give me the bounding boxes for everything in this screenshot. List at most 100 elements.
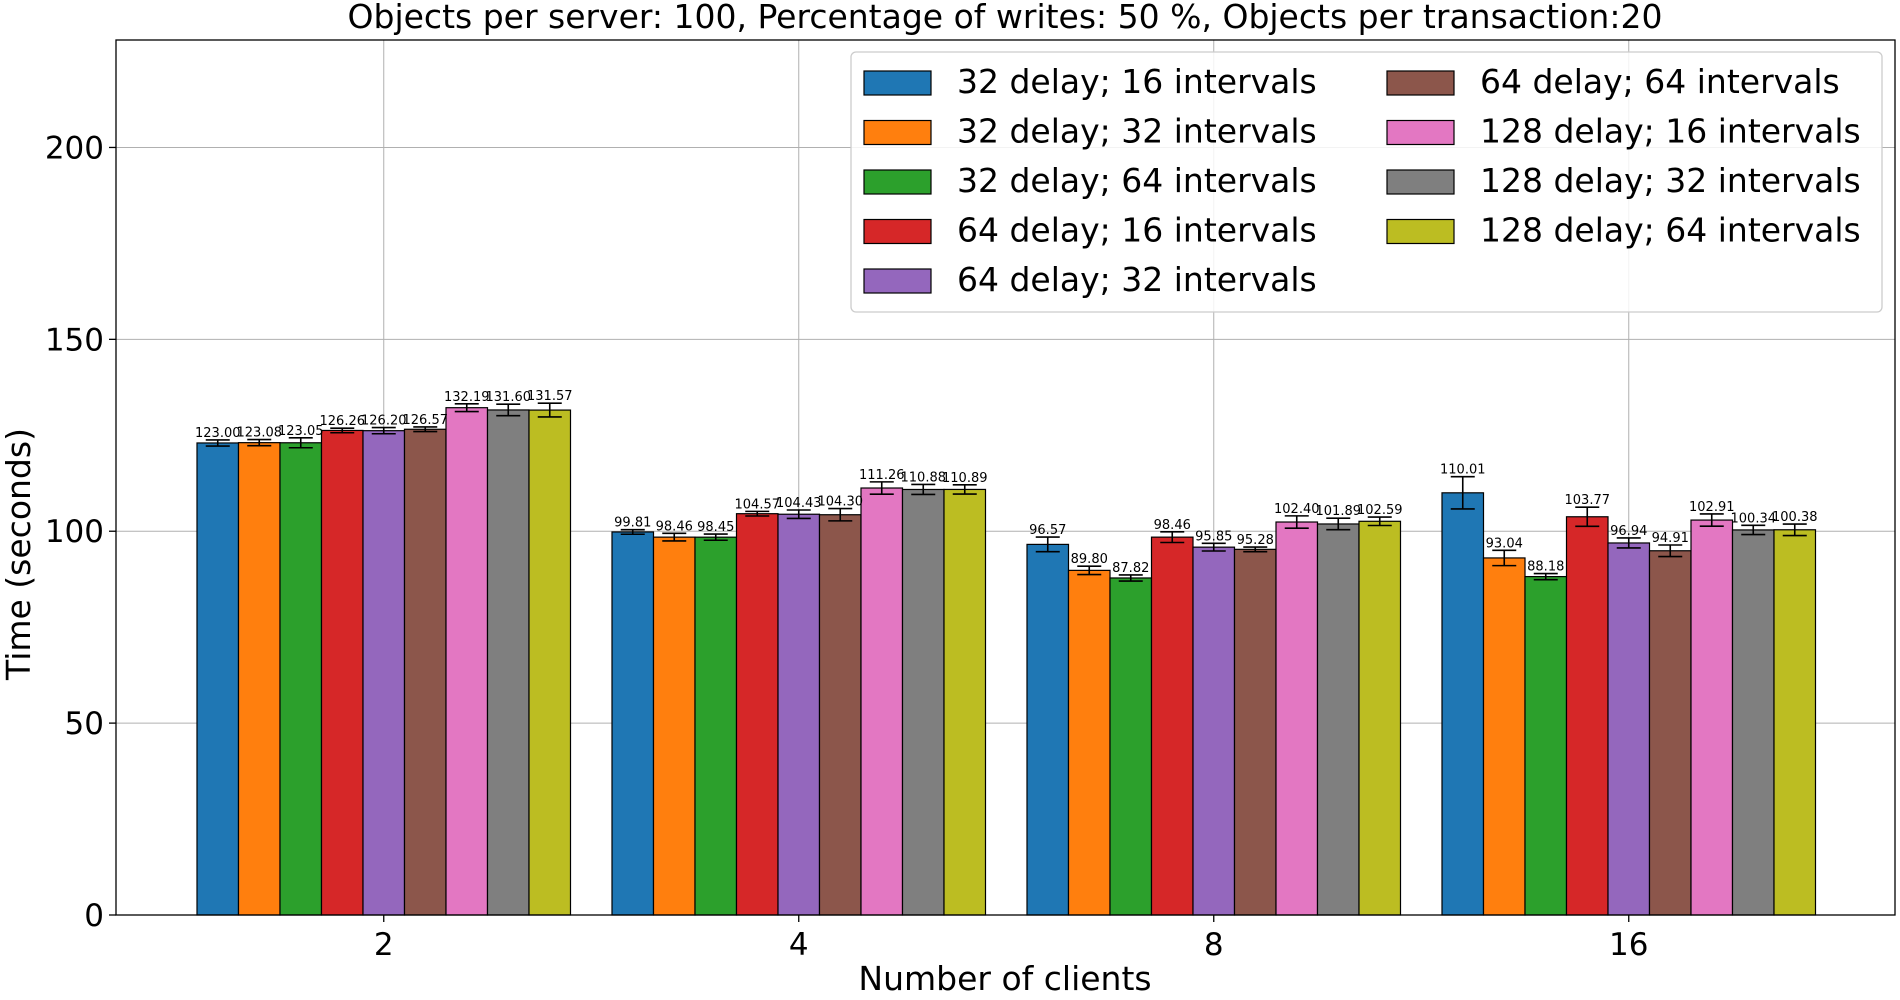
bar-value-label: 96.94 xyxy=(1610,524,1647,539)
bar-value-label: 98.46 xyxy=(656,519,693,534)
bar-value-label: 94.91 xyxy=(1652,531,1689,546)
bar xyxy=(1524,575,1568,916)
bar xyxy=(1482,557,1526,916)
bar-value-label: 103.77 xyxy=(1565,493,1611,508)
bar xyxy=(403,428,447,916)
bar-value-label: 96.57 xyxy=(1029,523,1066,538)
bar xyxy=(1358,520,1402,916)
bar xyxy=(818,514,862,916)
x-tick-label: 2 xyxy=(374,927,394,963)
bar xyxy=(1565,516,1609,916)
legend-label: 32 delay; 32 intervals xyxy=(957,112,1317,151)
bar xyxy=(860,487,904,916)
bar xyxy=(1192,546,1236,916)
bar-value-label: 131.57 xyxy=(527,389,573,404)
bar-value-label: 110.89 xyxy=(942,471,988,486)
bar-value-label: 131.60 xyxy=(486,390,532,405)
bar-value-label: 102.40 xyxy=(1274,502,1320,517)
y-axis-ticks: 0 50 100 150 200 xyxy=(45,130,116,934)
legend-label: 128 delay; 32 intervals xyxy=(1480,161,1861,200)
legend-swatch xyxy=(863,218,932,245)
bar-value-label: 123.05 xyxy=(278,424,324,439)
legend-label: 64 delay; 32 intervals xyxy=(957,260,1317,299)
bar-value-label: 98.45 xyxy=(697,520,734,535)
bar xyxy=(1233,548,1277,916)
y-axis-label: Time (seconds) xyxy=(0,428,38,681)
y-tick-label: 50 xyxy=(65,706,104,742)
data-labels: 123.00 99.81 96.57 110.01 123.08 98.46 89.80 93… xyxy=(195,389,1818,576)
bar-value-label: 126.57 xyxy=(403,413,449,428)
bar-value-label: 102.59 xyxy=(1357,503,1403,518)
legend-label: 128 delay; 64 intervals xyxy=(1480,211,1861,250)
bar-value-label: 87.82 xyxy=(1112,561,1149,576)
legend-label: 128 delay; 16 intervals xyxy=(1480,112,1861,151)
plot-frame xyxy=(115,39,1896,916)
chart-title: Objects per server: 100, Percentage of w… xyxy=(348,0,1663,36)
bar xyxy=(279,442,323,916)
bar xyxy=(1067,569,1111,916)
bar-value-label: 98.46 xyxy=(1154,518,1191,533)
legend-swatch xyxy=(863,268,932,294)
bar-value-label: 123.00 xyxy=(195,426,241,441)
bar-value-label: 99.81 xyxy=(614,516,651,531)
bar-value-label: 101.89 xyxy=(1316,504,1362,519)
legend-label: 64 delay; 16 intervals xyxy=(957,211,1317,250)
bar-value-label: 104.57 xyxy=(735,497,781,512)
bar xyxy=(1648,550,1692,916)
legend: 32 delay; 16 intervals 32 delay; 32 inter… xyxy=(850,51,1883,313)
bar xyxy=(1026,543,1070,916)
bar-value-label: 100.34 xyxy=(1731,511,1777,526)
x-tick-label: 8 xyxy=(1204,927,1224,963)
legend-swatch xyxy=(863,169,932,195)
bar xyxy=(196,442,240,916)
bar-value-label: 93.04 xyxy=(1486,536,1523,551)
bar-value-label: 126.20 xyxy=(361,414,407,429)
bar xyxy=(1690,519,1734,916)
bar xyxy=(486,409,530,916)
bar xyxy=(1731,529,1775,916)
bar xyxy=(694,536,738,916)
bar-value-label: 110.88 xyxy=(901,470,947,485)
y-tick-label: 0 xyxy=(84,898,104,934)
legend-swatch xyxy=(1386,119,1455,146)
legend-swatch xyxy=(1386,70,1455,96)
bar-value-label: 89.80 xyxy=(1071,552,1108,567)
bar xyxy=(777,513,821,916)
bar-value-label: 104.30 xyxy=(818,495,864,510)
bar xyxy=(1316,523,1360,916)
bar xyxy=(611,531,655,916)
bar-value-label: 132.19 xyxy=(444,390,490,405)
legend-label: 32 delay; 16 intervals xyxy=(957,62,1317,101)
bar-value-label: 110.01 xyxy=(1440,463,1486,478)
x-axis-ticks: 2 4 8 16 xyxy=(374,915,1648,963)
legend-label: 64 delay; 64 intervals xyxy=(1480,62,1840,101)
bar-value-label: 123.08 xyxy=(237,426,283,441)
x-axis-label: Number of clients xyxy=(858,959,1151,998)
bars xyxy=(196,407,1817,916)
bar xyxy=(943,488,987,916)
legend-label: 32 delay; 64 intervals xyxy=(957,161,1317,200)
bar-value-label: 126.26 xyxy=(320,414,366,429)
bar xyxy=(652,536,696,916)
y-tick-label: 100 xyxy=(45,514,104,550)
bar-value-label: 95.85 xyxy=(1195,529,1232,544)
bar xyxy=(1773,529,1817,916)
bar xyxy=(320,429,364,916)
bar-value-label: 111.26 xyxy=(859,468,905,483)
bar xyxy=(1607,542,1651,916)
bar xyxy=(237,442,281,916)
bar-value-label: 95.28 xyxy=(1237,533,1274,548)
bar xyxy=(735,513,779,916)
legend-box xyxy=(850,51,1883,313)
bar xyxy=(1150,536,1194,916)
bar xyxy=(528,409,572,916)
x-tick-label: 16 xyxy=(1609,927,1648,963)
bar xyxy=(362,430,406,916)
y-tick-label: 150 xyxy=(45,322,104,358)
x-tick-label: 4 xyxy=(789,927,809,963)
bar-value-label: 88.18 xyxy=(1527,560,1564,575)
legend-swatch xyxy=(863,70,932,96)
bar xyxy=(1441,492,1485,916)
bar xyxy=(445,407,489,916)
